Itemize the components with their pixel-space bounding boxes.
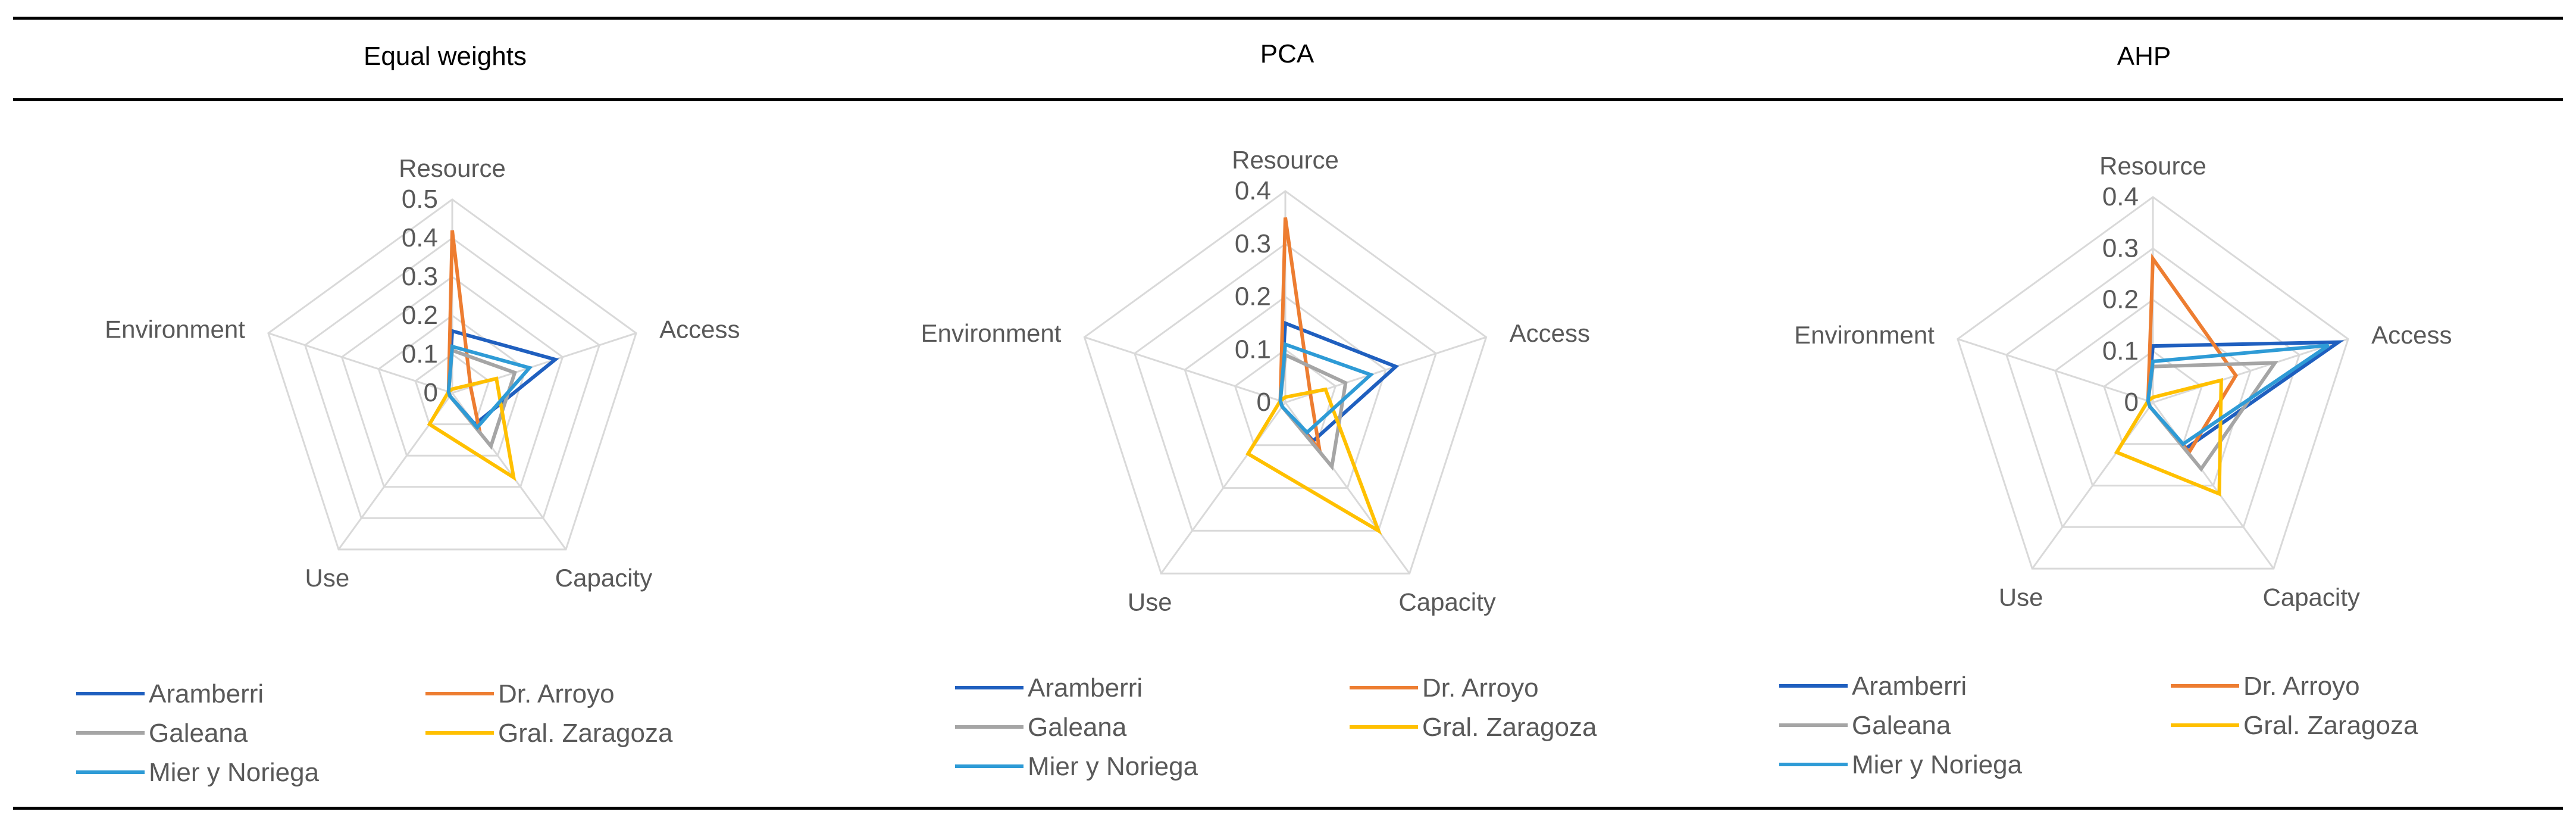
- legend-label: Mier y Noriega: [1028, 752, 1198, 781]
- axis-label-access: Access: [1510, 319, 1590, 347]
- tick-label: 0.3: [1235, 229, 1271, 258]
- tick-label: 0.1: [2102, 336, 2139, 366]
- grid-ring: [1234, 348, 1337, 447]
- bottom-rule: [13, 807, 2563, 810]
- grid-ring: [2054, 298, 2252, 487]
- legend-item: Dr. Arroyo: [425, 679, 615, 708]
- grid-ring: [303, 237, 601, 519]
- axis-label-access: Access: [2371, 321, 2452, 349]
- series-line-mier-y-noriega: [446, 344, 533, 430]
- tick-label: 0.2: [1235, 282, 1271, 311]
- axis-label-resource: Resource: [2099, 152, 2206, 180]
- tick-label: 0.1: [402, 339, 438, 369]
- axis-label-resource: Resource: [399, 154, 506, 182]
- grid-ring: [1957, 196, 2349, 570]
- tick-label: 0.5: [402, 185, 438, 214]
- legend-label: Gral. Zaragoza: [498, 719, 673, 748]
- legend-item: Mier y Noriega: [1779, 750, 2023, 779]
- axis-label-environment: Environment: [1794, 321, 1935, 349]
- tick-label: 0.3: [402, 262, 438, 291]
- legend: Aramberri Dr. Arroyo Galeana Gral. Zaragoza…: [1779, 672, 2418, 779]
- axis-label-use: Use: [1999, 583, 2043, 611]
- legend-item: Galeana: [1779, 711, 1951, 740]
- axis-label-resource: Resource: [1232, 146, 1339, 174]
- column-header-pca: PCA: [1260, 39, 1314, 68]
- axis-label-use: Use: [1128, 588, 1172, 616]
- legend-label: Dr. Arroyo: [498, 679, 615, 708]
- axis-label-capacity: Capacity: [2263, 583, 2360, 611]
- grid-spoke: [1084, 336, 1286, 404]
- column-header-equal-weights: Equal weights: [364, 42, 527, 71]
- tick-label: 0: [1257, 388, 1271, 417]
- grid-ring: [377, 314, 527, 457]
- legend-label: Mier y Noriega: [1852, 750, 2023, 779]
- legend-item: Aramberri: [1779, 672, 1967, 701]
- axis-label-capacity: Capacity: [555, 564, 652, 592]
- legend-label: Aramberri: [1852, 672, 1967, 701]
- tick-label: 0.2: [2102, 285, 2139, 314]
- legend-item: Aramberri: [955, 673, 1143, 703]
- legend: Aramberri Dr. Arroyo Galeana Gral. Zaragoza…: [76, 679, 673, 787]
- grid-ring: [267, 198, 637, 551]
- legend-label: Dr. Arroyo: [2243, 672, 2360, 701]
- series-line-mier-y-noriega: [1278, 342, 1375, 435]
- legend-item: Mier y Noriega: [955, 752, 1198, 781]
- legend-label: Aramberri: [1028, 673, 1143, 703]
- grid-spoke: [1160, 402, 1287, 575]
- axis-label-use: Use: [305, 564, 349, 592]
- legend-item: Dr. Arroyo: [1350, 673, 1539, 703]
- grid-ring: [414, 353, 490, 426]
- column-header-ahp: AHP: [2117, 42, 2171, 71]
- legend-label: Gral. Zaragoza: [1422, 713, 1597, 742]
- legend-label: Gral. Zaragoza: [2243, 711, 2418, 740]
- tick-label: 0.4: [1235, 176, 1271, 205]
- tick-label: 0: [424, 378, 438, 407]
- legend-label: Mier y Noriega: [149, 758, 320, 787]
- grid-spoke: [2031, 402, 2154, 569]
- grid-ring: [1134, 242, 1437, 532]
- axis-label-capacity: Capacity: [1398, 588, 1495, 616]
- tick-label: 0: [2124, 388, 2139, 417]
- legend-item: Gral. Zaragoza: [1350, 713, 1597, 742]
- grid-ring: [1083, 190, 1488, 575]
- header-rule: [13, 98, 2563, 101]
- grid-spoke: [2152, 338, 2349, 404]
- legend-label: Galeana: [1028, 713, 1127, 742]
- legend: Aramberri Dr. Arroyo Galeana Gral. Zaragoza…: [955, 673, 1597, 781]
- legend-label: Galeana: [1852, 711, 1951, 740]
- tick-label: 0.4: [2102, 182, 2139, 211]
- legend-label: Galeana: [149, 719, 248, 748]
- legend-item: Galeana: [76, 719, 248, 748]
- axis-label-environment: Environment: [105, 315, 245, 343]
- legend-label: Dr. Arroyo: [1422, 673, 1539, 703]
- axis-label-environment: Environment: [921, 319, 1062, 347]
- top-rule: [13, 17, 2563, 20]
- tick-label: 0.1: [1235, 335, 1271, 364]
- legend-item: Gral. Zaragoza: [2171, 711, 2418, 740]
- tick-label: 0.3: [2102, 233, 2139, 263]
- tick-label: 0.2: [402, 301, 438, 330]
- grid-ring: [2103, 349, 2203, 445]
- grid-ring: [340, 276, 564, 488]
- grid-ring: [2005, 247, 2300, 528]
- axis-label-access: Access: [659, 315, 740, 343]
- legend-item: Gral. Zaragoza: [425, 719, 673, 748]
- grid-spoke: [268, 332, 453, 394]
- radar-chart-equal-weights: 0 0.1 0.2 0.3 0.4 0.5 Resource Access Capacity Us…: [76, 154, 740, 787]
- grid-spoke: [1957, 338, 2154, 404]
- legend-label: Aramberri: [149, 679, 264, 708]
- legend-item: Galeana: [955, 713, 1127, 742]
- legend-item: Mier y Noriega: [76, 758, 320, 787]
- tick-label: 0.4: [402, 223, 438, 252]
- legend-item: Dr. Arroyo: [2171, 672, 2360, 701]
- legend-item: Aramberri: [76, 679, 264, 708]
- series-line-mier-y-noriega: [2146, 344, 2330, 447]
